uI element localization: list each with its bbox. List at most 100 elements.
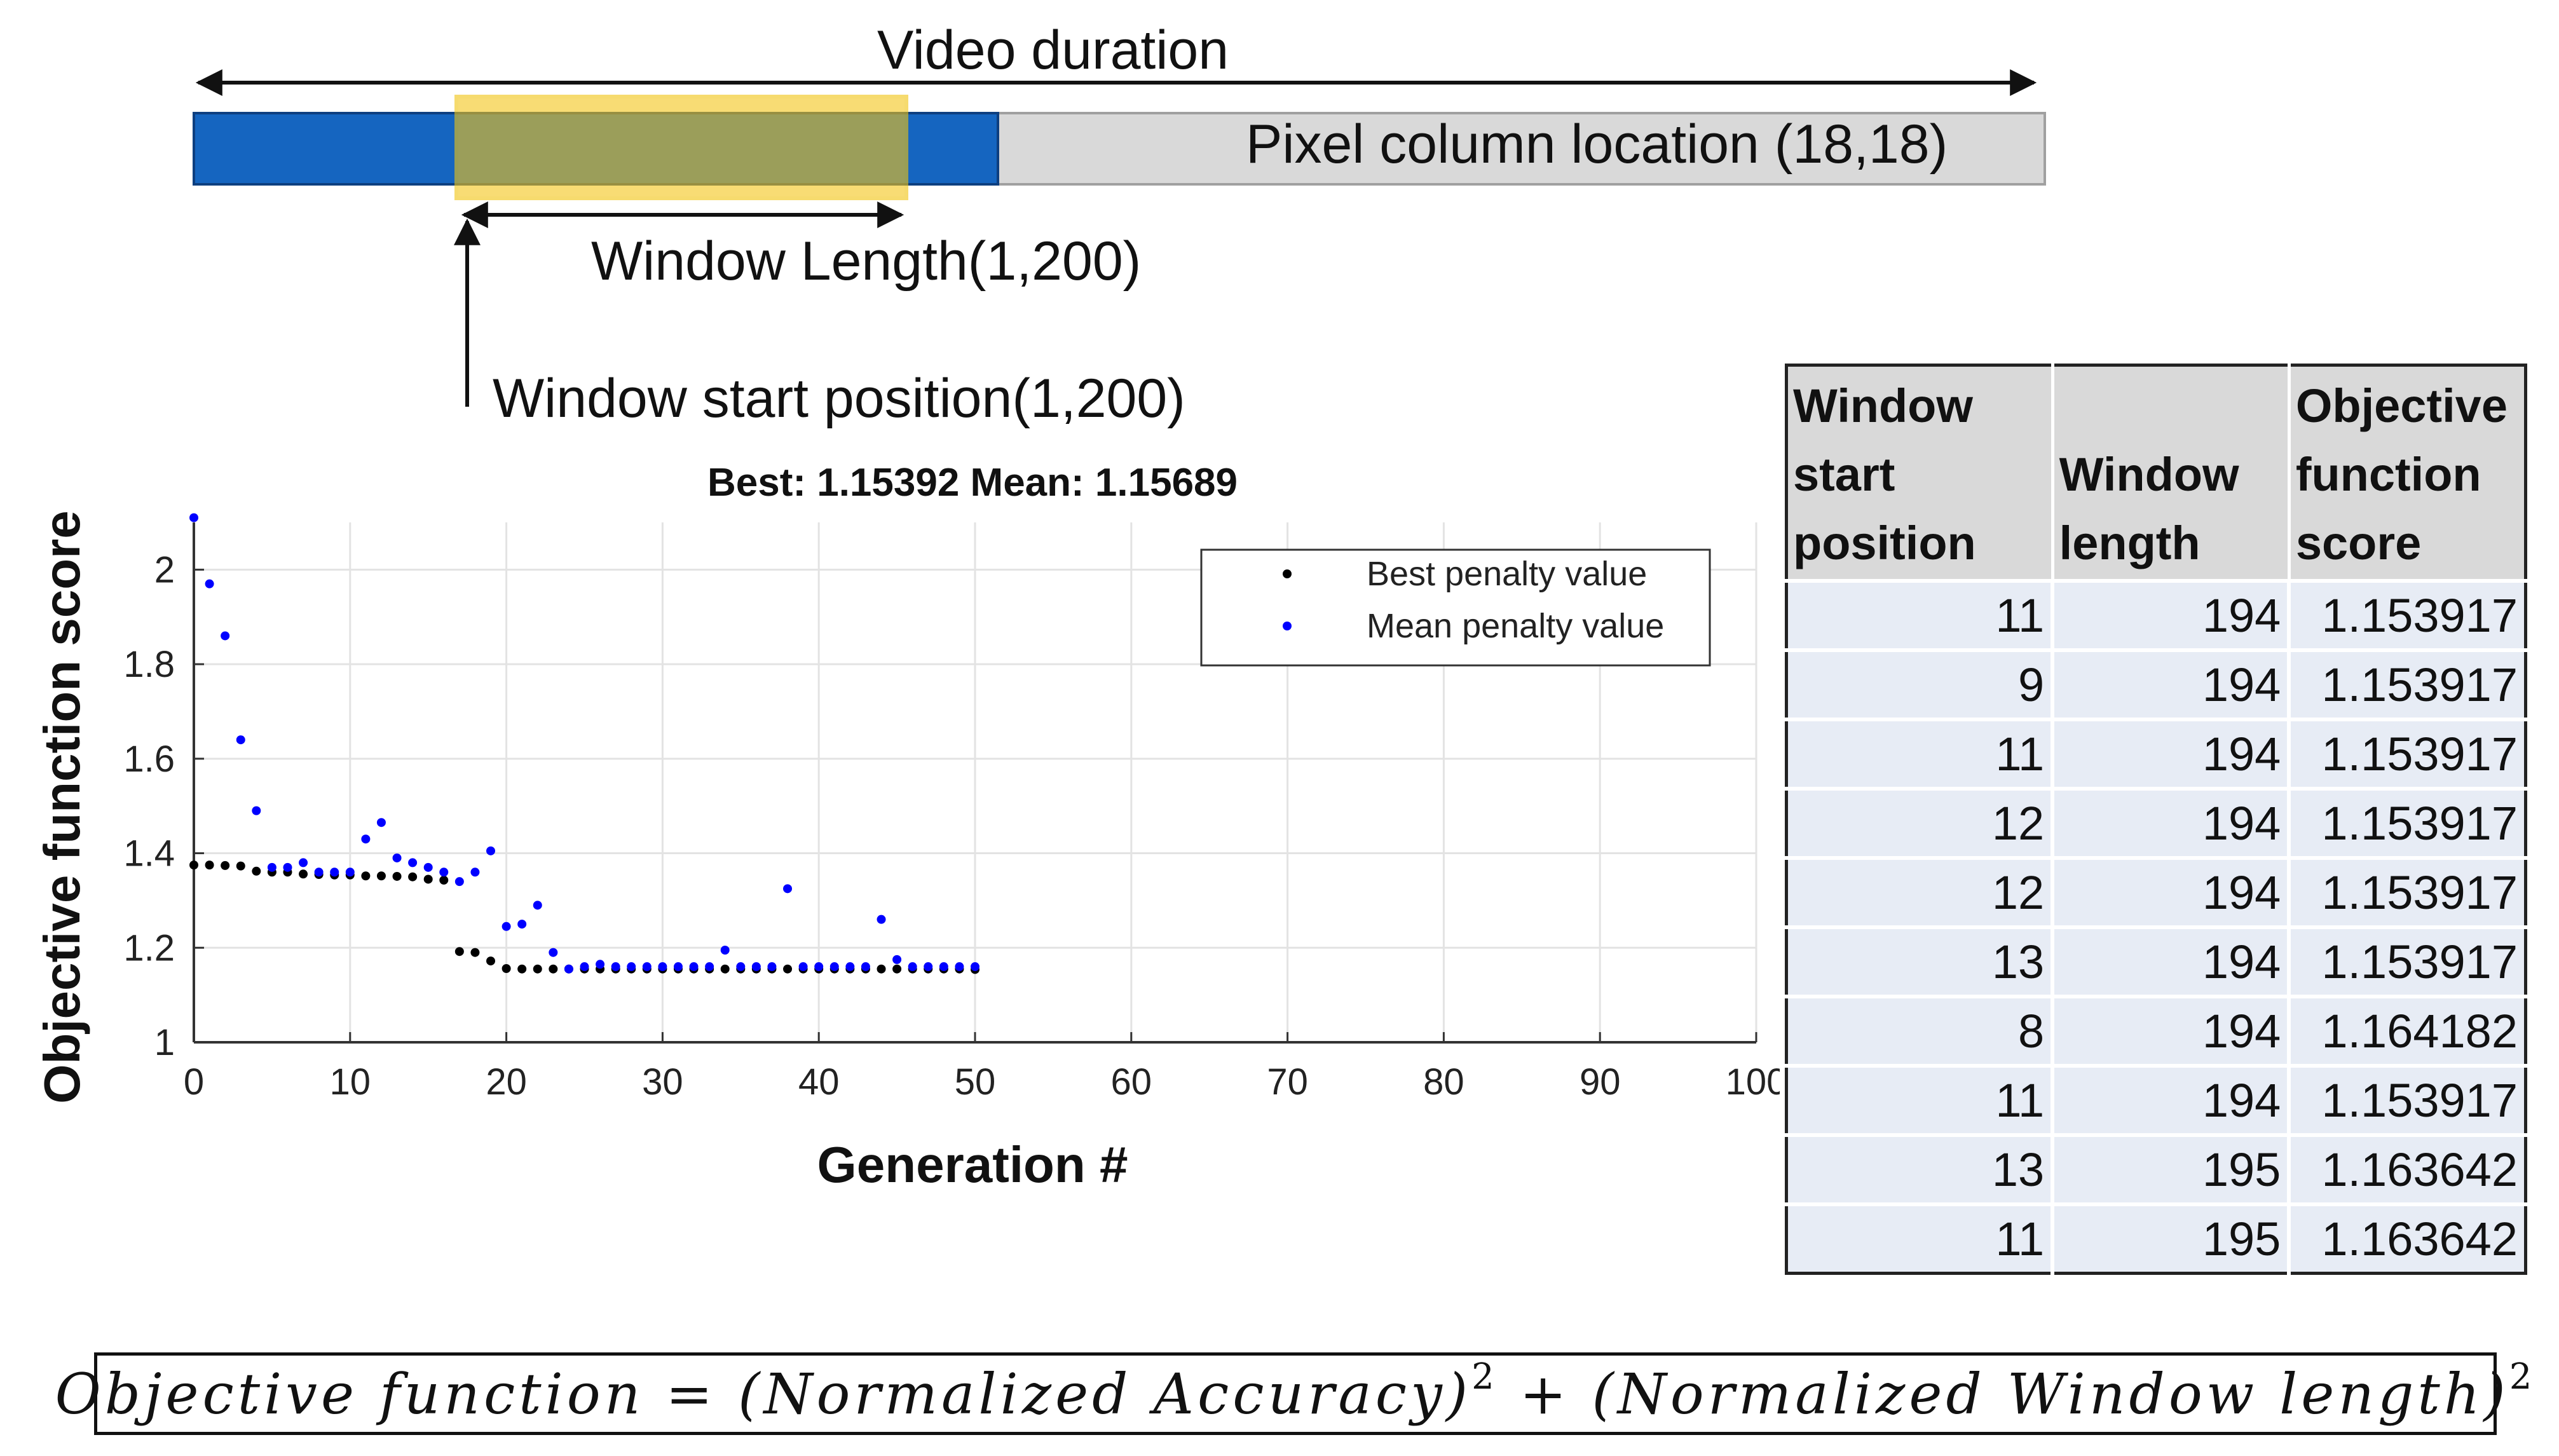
legend-label: Best penalty value bbox=[1367, 555, 1647, 593]
mean-penalty-point bbox=[596, 960, 605, 969]
mean-penalty-point bbox=[236, 735, 245, 745]
best-penalty-point bbox=[205, 861, 214, 870]
mean-penalty-point bbox=[376, 818, 386, 827]
y-tick-label: 2 bbox=[154, 549, 175, 590]
best-penalty-point bbox=[486, 956, 496, 966]
best-penalty-point bbox=[533, 964, 542, 974]
mean-penalty-point bbox=[877, 915, 886, 924]
table-row: 11 195 1.163642 bbox=[1786, 1202, 2526, 1274]
x-tick-label: 30 bbox=[642, 1061, 683, 1103]
x-tick-label: 50 bbox=[955, 1061, 996, 1103]
header-objective-score: Objective function score bbox=[2287, 365, 2526, 583]
window-start-cell: 12 bbox=[1786, 856, 2053, 927]
legend-marker bbox=[1283, 569, 1292, 578]
best-penalty-point bbox=[299, 869, 308, 879]
objective-score-cell: 1.164182 bbox=[2287, 995, 2526, 1066]
objective-score-cell: 1.163642 bbox=[2287, 1133, 2526, 1204]
best-penalty-point bbox=[236, 861, 245, 871]
mean-penalty-point bbox=[189, 513, 198, 522]
best-penalty-point bbox=[720, 964, 730, 974]
mean-penalty-point bbox=[892, 955, 902, 964]
window-start-cell: 8 bbox=[1786, 995, 2053, 1066]
mean-penalty-point bbox=[454, 877, 464, 887]
window-length-cell: 194 bbox=[2051, 1064, 2289, 1135]
window-start-cell: 11 bbox=[1786, 579, 2053, 650]
best-penalty-point bbox=[892, 964, 902, 974]
mean-penalty-point bbox=[908, 962, 917, 972]
table-row: 11 194 1.153917 bbox=[1786, 579, 2526, 650]
mean-penalty-point bbox=[845, 962, 855, 972]
mean-penalty-point bbox=[673, 962, 683, 972]
window-start-label: Window start position(1,200) bbox=[493, 368, 1185, 429]
window-length-cell: 194 bbox=[2051, 925, 2289, 997]
window-start-cell: 13 bbox=[1786, 1133, 2053, 1204]
table-row: 11 194 1.153917 bbox=[1786, 718, 2526, 789]
best-penalty-point bbox=[502, 963, 511, 973]
window-start-cell: 12 bbox=[1786, 787, 2053, 858]
window-length-cell: 194 bbox=[2051, 718, 2289, 789]
x-tick-label: 100 bbox=[1726, 1061, 1780, 1103]
best-penalty-point bbox=[221, 861, 230, 870]
window-length-cell: 194 bbox=[2051, 648, 2289, 719]
chart-legend: Best penalty value Mean penalty value bbox=[1200, 548, 1711, 667]
window-start-cell: 9 bbox=[1786, 648, 2053, 719]
table-row: 13 194 1.153917 bbox=[1786, 925, 2526, 997]
objective-formula-box: Objective function = (Normalized Accurac… bbox=[55, 1352, 2532, 1435]
mean-penalty-point bbox=[267, 862, 276, 872]
mean-penalty-point bbox=[798, 962, 808, 972]
objective-score-cell: 1.153917 bbox=[2287, 856, 2526, 927]
mean-penalty-point bbox=[205, 579, 214, 589]
objective-score-cell: 1.153917 bbox=[2287, 579, 2526, 650]
best-penalty-point bbox=[408, 872, 418, 881]
mean-penalty-point bbox=[642, 962, 652, 972]
mean-penalty-point bbox=[611, 962, 620, 972]
chart-grid bbox=[193, 522, 1757, 1044]
mean-penalty-point bbox=[658, 962, 667, 972]
mean-penalty-point bbox=[502, 922, 511, 931]
x-axis-label: Generation # bbox=[817, 1136, 1128, 1193]
legend-marker bbox=[1283, 622, 1292, 630]
mean-penalty-point bbox=[330, 867, 339, 877]
mean-penalty-point bbox=[751, 962, 761, 972]
mean-penalty-point bbox=[299, 858, 308, 867]
chart-axes: 0 10 20 30 40 50 60 70 80 90 100 1 1.2 1.4 1.6 1.8 2 bbox=[123, 522, 1780, 1103]
window-length-label: Window Length(1,200) bbox=[591, 231, 1142, 292]
mean-penalty-point bbox=[580, 962, 589, 972]
table-row: 9 194 1.153917 bbox=[1786, 648, 2526, 719]
y-tick-label: 1.8 bbox=[123, 644, 175, 685]
objective-score-cell: 1.153917 bbox=[2287, 787, 2526, 858]
best-penalty-point bbox=[361, 871, 371, 881]
best-penalty-point bbox=[376, 871, 386, 881]
table-row: 13 195 1.163642 bbox=[1786, 1133, 2526, 1204]
mean-penalty-point bbox=[705, 962, 714, 972]
mean-penalty-point bbox=[439, 867, 449, 877]
y-axis-label: Objective function score bbox=[34, 510, 90, 1104]
mean-penalty-point bbox=[955, 962, 964, 972]
best-penalty-point bbox=[783, 964, 793, 974]
window-length-cell: 195 bbox=[2051, 1133, 2289, 1204]
mean-penalty-point bbox=[392, 853, 402, 862]
mean-penalty-point bbox=[314, 867, 324, 877]
best-penalty-point bbox=[189, 861, 198, 870]
y-tick-label: 1 bbox=[154, 1022, 175, 1063]
window-length-cell: 194 bbox=[2051, 579, 2289, 650]
best-penalty-point bbox=[252, 866, 261, 876]
best-penalty-point bbox=[470, 948, 480, 957]
x-tick-label: 10 bbox=[330, 1061, 371, 1103]
best-penalty-point bbox=[439, 875, 449, 885]
mean-penalty-point bbox=[736, 962, 746, 972]
y-tick-label: 1.2 bbox=[123, 927, 175, 969]
window-length-cell: 194 bbox=[2051, 856, 2289, 927]
chart-title: Best: 1.15392 Mean: 1.15689 bbox=[707, 461, 1238, 505]
objective-formula: Objective function = (Normalized Accurac… bbox=[55, 1356, 2536, 1427]
table-row: 8 194 1.164182 bbox=[1786, 995, 2526, 1066]
x-tick-label: 40 bbox=[798, 1061, 840, 1103]
mean-penalty-point bbox=[861, 962, 870, 972]
best-penalty-point bbox=[549, 964, 558, 974]
mean-penalty-point bbox=[814, 962, 824, 972]
objective-score-cell: 1.153917 bbox=[2287, 648, 2526, 719]
x-tick-label: 80 bbox=[1423, 1061, 1464, 1103]
window-length-cell: 194 bbox=[2051, 995, 2289, 1066]
mean-penalty-point bbox=[829, 962, 839, 972]
best-penalty-point bbox=[877, 964, 886, 974]
